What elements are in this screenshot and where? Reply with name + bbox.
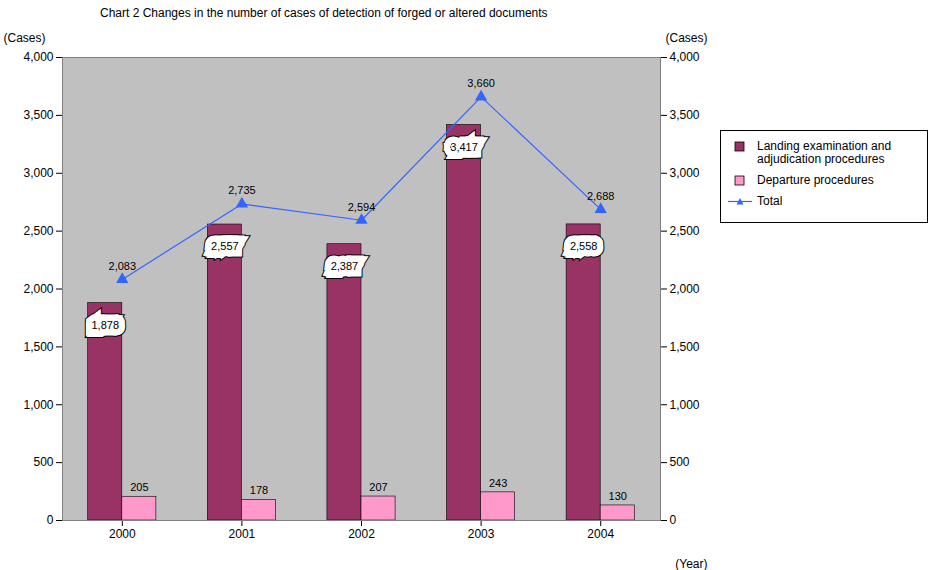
svg-text:2,557: 2,557 [211, 240, 239, 252]
svg-text:2,387: 2,387 [331, 260, 359, 272]
svg-text:3,417: 3,417 [450, 141, 478, 153]
svg-text:0: 0 [670, 513, 677, 527]
svg-text:1,500: 1,500 [23, 340, 53, 354]
svg-text:3,500: 3,500 [670, 108, 700, 122]
svg-text:3,417: 3,417 [450, 141, 478, 153]
svg-text:2,735: 2,735 [228, 184, 256, 196]
svg-text:1,878: 1,878 [91, 319, 119, 331]
html-text:Departure procedures: Departure procedures [757, 173, 874, 187]
svg-text:1,000: 1,000 [670, 398, 700, 412]
html-text:Landing examination and adjudi: Landing examination and adjudication pro… [757, 139, 892, 166]
svg-text:1,878: 1,878 [91, 319, 119, 331]
svg-text:3,660: 3,660 [467, 77, 495, 89]
svg-text:1,000: 1,000 [23, 398, 53, 412]
svg-text:130: 130 [609, 490, 627, 502]
svg-text:4,000: 4,000 [670, 50, 700, 64]
svg-text:2,000: 2,000 [670, 282, 700, 296]
svg-text:500: 500 [670, 455, 690, 469]
svg-text:178: 178 [250, 484, 268, 496]
html-text:Chart 2 Changes in the number: Chart 2 Changes in the number of cases o… [100, 6, 548, 20]
svg-text:2,083: 2,083 [109, 260, 137, 272]
svg-text:4,000: 4,000 [23, 50, 53, 64]
svg-text:2000: 2000 [109, 527, 136, 541]
svg-text:2001: 2001 [229, 527, 256, 541]
svg-text:(Cases): (Cases) [665, 31, 707, 45]
svg-text:2,594: 2,594 [348, 201, 376, 213]
svg-text:0: 0 [47, 513, 54, 527]
svg-text:205: 205 [130, 481, 148, 493]
svg-text:(Cases): (Cases) [4, 31, 46, 45]
svg-text:2003: 2003 [468, 527, 495, 541]
svg-text:2,688: 2,688 [587, 190, 615, 202]
svg-text:(Year): (Year) [675, 557, 707, 570]
svg-text:2,558: 2,558 [570, 240, 598, 252]
svg-text:2,000: 2,000 [23, 282, 53, 296]
svg-text:2,558: 2,558 [570, 240, 598, 252]
svg-text:207: 207 [369, 481, 387, 493]
svg-text:3,500: 3,500 [23, 108, 53, 122]
svg-text:2004: 2004 [587, 527, 614, 541]
svg-text:2,387: 2,387 [331, 260, 359, 272]
html-text:Total: Total [757, 194, 783, 208]
svg-text:2,500: 2,500 [23, 224, 53, 238]
svg-text:3,000: 3,000 [23, 166, 53, 180]
svg-text:2002: 2002 [348, 527, 375, 541]
svg-text:1,500: 1,500 [670, 340, 700, 354]
svg-text:500: 500 [33, 455, 53, 469]
svg-text:243: 243 [489, 477, 507, 489]
svg-text:2,557: 2,557 [211, 240, 239, 252]
svg-text:2,500: 2,500 [670, 224, 700, 238]
svg-text:3,000: 3,000 [670, 166, 700, 180]
